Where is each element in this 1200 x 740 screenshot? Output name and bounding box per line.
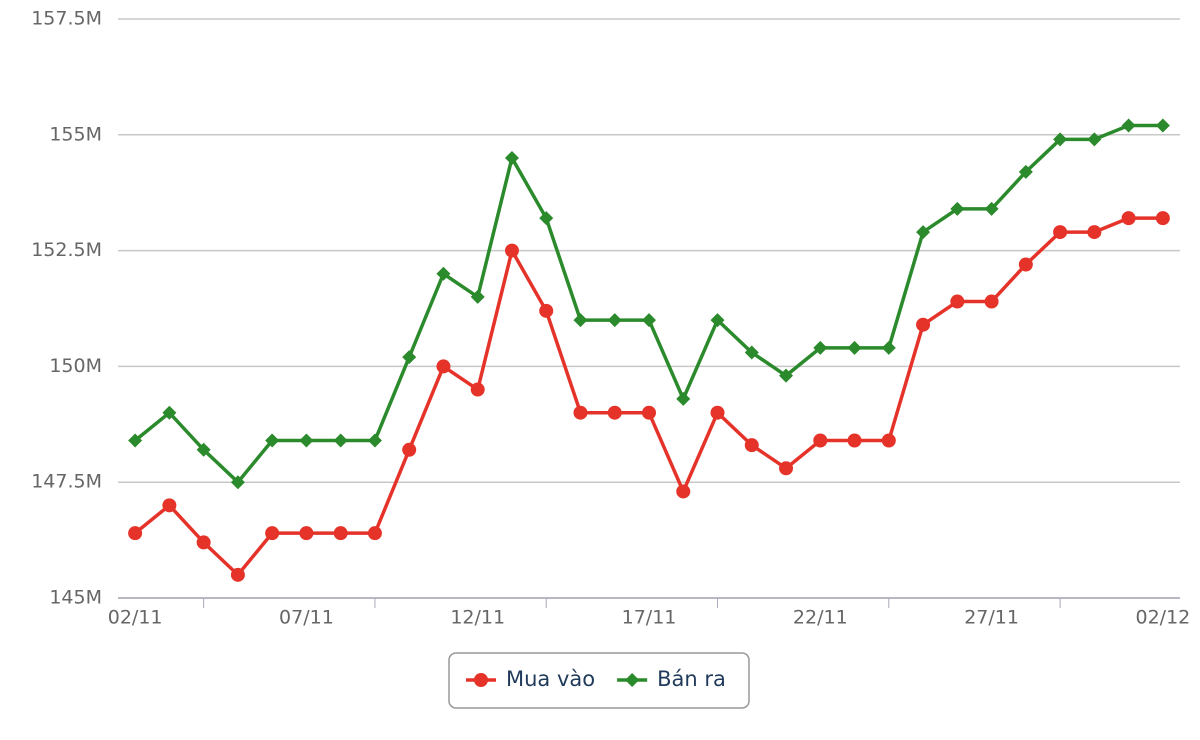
point [402,442,417,457]
point [710,405,725,420]
point [1087,132,1102,147]
point [847,433,862,448]
legend-label: Bán ra [657,667,726,691]
point [299,526,314,541]
series-line [134,216,1163,578]
point [950,294,965,309]
point [676,484,691,499]
point [847,340,862,355]
point [813,340,828,355]
point [128,433,143,448]
point [299,433,314,448]
point [607,313,622,328]
point [916,225,931,240]
point [642,313,656,328]
point [265,433,280,448]
point [436,359,451,374]
point [265,526,280,541]
point [436,266,451,281]
point [779,461,794,476]
legend-label: Mua vào [506,667,595,691]
x-tick-label: 17/11 [622,607,677,629]
x-tick-label: 27/11 [964,607,1019,629]
point [1053,132,1068,147]
point [539,303,554,318]
y-tick-label: 145M [49,587,102,609]
x-tick-label: 22/11 [793,607,848,629]
point [230,567,245,582]
x-tick-label: 07/11 [279,607,334,629]
point [504,243,519,258]
point [128,526,143,541]
point [196,535,211,550]
point [1121,118,1136,133]
y-tick-label: 155M [49,123,102,145]
legend: Mua vào Bán ra [448,652,750,709]
point [333,433,348,448]
point [402,350,417,365]
point [1121,211,1136,226]
legend-box [448,652,750,709]
point [470,382,485,397]
point [607,405,622,420]
point [539,211,554,226]
point [676,391,691,406]
point [367,433,382,448]
legend-marker [625,673,640,687]
point [881,433,896,448]
point [1087,225,1102,240]
point [162,498,177,513]
point [1155,118,1170,133]
point [950,201,965,216]
point [779,368,794,383]
point [744,345,759,360]
x-tick-label: 02/12 [1135,607,1190,629]
point [744,438,759,453]
point [230,475,245,490]
point [984,294,999,309]
point [573,405,588,420]
y-tick-label: 147.5M [31,471,102,493]
y-tick-label: 150M [49,355,102,377]
point [984,201,999,216]
point [1155,211,1170,226]
point [196,442,211,457]
x-tick-label: 02/11 [108,607,163,629]
point [573,313,588,328]
series-line [134,123,1163,485]
point [504,150,519,165]
point [916,317,931,332]
point [1018,257,1033,272]
point [813,433,828,448]
point [333,526,348,541]
point [367,526,382,541]
point [470,289,485,304]
y-tick-label: 157.5M [31,8,102,30]
x-tick-label: 12/11 [450,607,505,629]
legend-marker [474,673,488,687]
point [162,405,177,420]
point [1018,164,1033,179]
point [1053,225,1068,240]
point [642,405,656,420]
point [710,313,725,328]
point [881,340,896,355]
y-tick-label: 152.5M [31,239,102,261]
